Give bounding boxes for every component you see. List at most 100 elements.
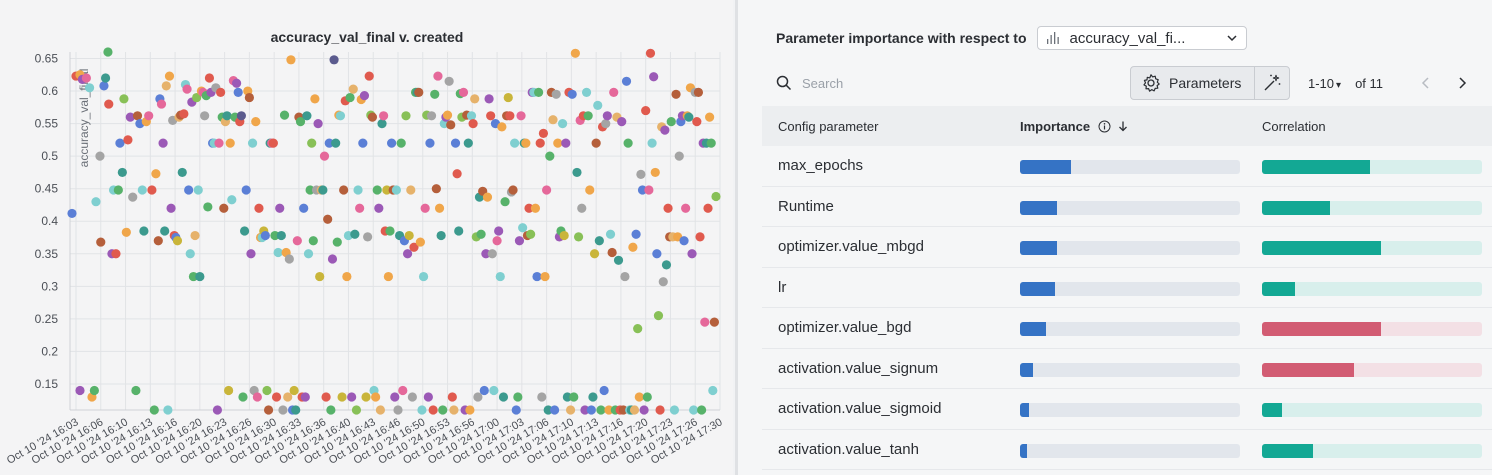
data-point[interactable] <box>476 229 486 239</box>
data-point[interactable] <box>423 392 433 402</box>
data-point[interactable] <box>588 392 598 402</box>
data-point[interactable] <box>679 236 689 246</box>
data-point[interactable] <box>216 87 226 97</box>
data-point[interactable] <box>631 229 641 239</box>
data-point[interactable] <box>442 110 453 120</box>
data-point[interactable] <box>307 138 317 148</box>
data-point[interactable] <box>402 249 413 259</box>
sort-arrow-down-icon[interactable] <box>1117 120 1129 132</box>
data-point[interactable] <box>642 392 652 402</box>
data-point[interactable] <box>695 232 705 242</box>
data-point[interactable] <box>581 87 592 97</box>
data-point[interactable] <box>353 185 363 195</box>
data-point[interactable] <box>337 392 347 402</box>
data-point[interactable] <box>104 99 114 109</box>
data-point[interactable] <box>163 405 173 415</box>
data-point[interactable] <box>151 169 161 179</box>
data-point[interactable] <box>332 237 342 247</box>
data-point[interactable] <box>486 111 496 121</box>
data-point[interactable] <box>470 94 480 104</box>
data-point[interactable] <box>303 249 314 259</box>
data-point[interactable] <box>593 100 603 110</box>
data-point[interactable] <box>535 138 545 148</box>
data-point[interactable] <box>318 185 328 195</box>
data-point[interactable] <box>185 249 195 259</box>
data-point[interactable] <box>139 226 149 236</box>
data-point[interactable] <box>628 242 638 252</box>
data-point[interactable] <box>446 120 456 130</box>
data-point[interactable] <box>508 185 518 195</box>
data-point[interactable] <box>324 138 334 148</box>
data-point[interactable] <box>286 55 296 65</box>
data-point[interactable] <box>532 271 542 282</box>
data-point[interactable] <box>634 392 644 402</box>
data-point[interactable] <box>609 87 619 97</box>
data-point[interactable] <box>222 111 232 121</box>
data-point[interactable] <box>212 405 223 415</box>
data-point[interactable] <box>481 249 491 259</box>
data-point[interactable] <box>605 229 616 239</box>
table-row[interactable]: optimizer.value_mbgd <box>762 227 1492 268</box>
data-point[interactable] <box>374 203 384 213</box>
data-point[interactable] <box>278 405 288 415</box>
data-point[interactable] <box>653 311 664 321</box>
data-point[interactable] <box>567 89 577 99</box>
data-point[interactable] <box>644 185 654 195</box>
data-point[interactable] <box>641 105 651 116</box>
data-point[interactable] <box>305 185 315 195</box>
data-point[interactable] <box>465 405 475 415</box>
data-point[interactable] <box>548 115 558 125</box>
data-point[interactable] <box>355 203 365 213</box>
data-point[interactable] <box>570 48 580 58</box>
data-point[interactable] <box>348 84 358 94</box>
data-point[interactable] <box>572 167 582 178</box>
data-point[interactable] <box>89 385 99 396</box>
data-point[interactable] <box>565 405 576 415</box>
data-point[interactable] <box>113 185 123 195</box>
info-icon[interactable] <box>1098 120 1111 133</box>
magic-wand-button[interactable] <box>1255 67 1289 99</box>
data-point[interactable] <box>391 185 401 195</box>
data-point[interactable] <box>172 236 183 246</box>
table-row[interactable]: activation.value_sigmoid <box>762 389 1492 430</box>
data-point[interactable] <box>193 185 203 195</box>
data-point[interactable] <box>276 230 286 241</box>
data-point[interactable] <box>596 405 606 415</box>
data-point[interactable] <box>521 138 531 148</box>
data-point[interactable] <box>524 203 534 213</box>
data-point[interactable] <box>300 392 310 402</box>
data-point[interactable] <box>262 385 272 396</box>
data-point[interactable] <box>601 119 611 129</box>
data-point[interactable] <box>128 192 138 202</box>
data-point[interactable] <box>689 405 699 415</box>
data-point[interactable] <box>131 385 141 396</box>
data-point[interactable] <box>557 119 568 129</box>
data-point[interactable] <box>350 229 360 239</box>
data-point[interactable] <box>551 89 561 99</box>
data-point[interactable] <box>444 76 454 86</box>
data-point[interactable] <box>484 94 494 104</box>
data-point[interactable] <box>562 392 572 402</box>
pagination-range[interactable]: 1-10 ▾ <box>1308 76 1341 91</box>
data-point[interactable] <box>420 203 430 213</box>
data-point[interactable] <box>706 138 716 148</box>
data-point[interactable] <box>125 112 135 122</box>
data-point[interactable] <box>511 405 521 415</box>
data-point[interactable] <box>436 230 446 241</box>
data-point[interactable] <box>67 208 77 219</box>
data-point[interactable] <box>132 111 143 121</box>
data-point[interactable] <box>430 89 440 99</box>
data-point[interactable] <box>359 91 370 101</box>
data-point[interactable] <box>84 83 95 93</box>
data-point[interactable] <box>371 392 381 402</box>
data-point[interactable] <box>591 138 601 148</box>
data-point[interactable] <box>251 117 261 127</box>
data-point[interactable] <box>91 197 101 207</box>
data-point[interactable] <box>705 112 715 122</box>
data-point[interactable] <box>179 109 189 119</box>
data-point[interactable] <box>398 385 408 396</box>
table-row[interactable]: optimizer.value_bgd <box>762 308 1492 349</box>
data-point[interactable] <box>513 392 523 402</box>
data-point[interactable] <box>75 385 85 396</box>
data-point[interactable] <box>407 392 417 402</box>
